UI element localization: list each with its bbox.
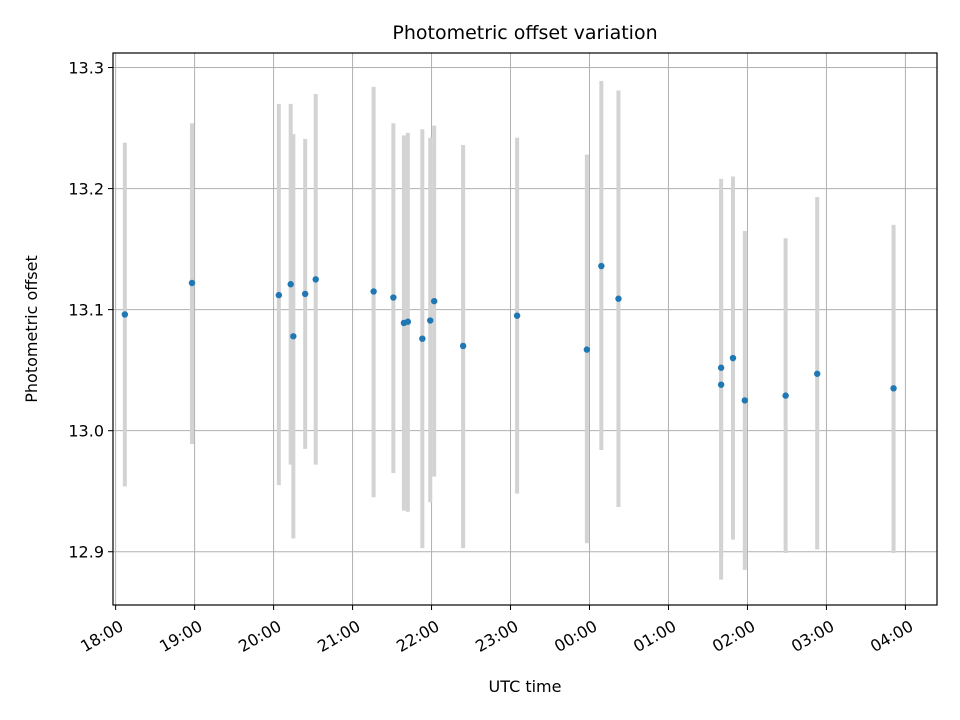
data-point bbox=[430, 297, 438, 305]
x-tick-label: 23:00 bbox=[472, 616, 521, 656]
plot-frame bbox=[112, 52, 938, 606]
data-point bbox=[598, 262, 605, 270]
y-axis-label: Photometric offset bbox=[22, 255, 41, 403]
grid bbox=[113, 53, 937, 605]
data-point bbox=[729, 354, 737, 362]
y-tick-label: 13.3 bbox=[68, 59, 104, 78]
data-point bbox=[275, 291, 283, 299]
data-point bbox=[741, 397, 749, 404]
x-tick-label: 01:00 bbox=[630, 616, 679, 656]
data-point bbox=[287, 281, 294, 288]
data-point bbox=[419, 335, 426, 342]
x-tick-label: 03:00 bbox=[788, 616, 837, 656]
x-axis-label: UTC time bbox=[489, 677, 562, 696]
x-tick-label: 20:00 bbox=[235, 616, 284, 656]
data-point bbox=[427, 317, 434, 324]
y-tick-label: 13.1 bbox=[68, 301, 104, 320]
data-points bbox=[121, 262, 897, 404]
y-tick-label: 12.9 bbox=[68, 543, 104, 562]
data-point bbox=[890, 385, 897, 392]
x-tick-label: 19:00 bbox=[156, 616, 205, 656]
y-axis: 12.9 13.0 13.1 13.2 13.3 bbox=[68, 59, 113, 562]
data-point bbox=[301, 290, 309, 298]
data-point bbox=[370, 288, 377, 295]
data-point bbox=[290, 333, 297, 340]
y-tick-label: 13.0 bbox=[68, 422, 104, 441]
data-point bbox=[404, 318, 412, 325]
data-point bbox=[814, 370, 821, 377]
data-point bbox=[390, 294, 397, 301]
data-point bbox=[583, 346, 591, 353]
x-axis: 18:00 19:00 20:00 21:00 22:00 23:00 00:00 01:00… bbox=[77, 605, 916, 656]
x-tick-label: 21:00 bbox=[314, 616, 363, 656]
x-tick-label: 18:00 bbox=[77, 616, 126, 656]
x-tick-label: 22:00 bbox=[393, 616, 442, 656]
data-point bbox=[513, 312, 521, 319]
error-bars bbox=[122, 80, 896, 580]
data-point bbox=[121, 311, 129, 318]
data-point bbox=[188, 279, 196, 287]
x-tick-label: 04:00 bbox=[867, 616, 916, 656]
y-tick-label: 13.2 bbox=[68, 180, 104, 199]
data-point bbox=[615, 295, 622, 302]
data-point bbox=[782, 392, 789, 399]
x-tick-label: 02:00 bbox=[709, 616, 758, 656]
chart-title: Photometric offset variation bbox=[392, 22, 657, 44]
data-point bbox=[312, 276, 319, 283]
data-point bbox=[717, 381, 725, 388]
x-tick-label: 00:00 bbox=[551, 616, 600, 656]
data-point bbox=[459, 342, 467, 350]
data-point bbox=[717, 364, 725, 371]
